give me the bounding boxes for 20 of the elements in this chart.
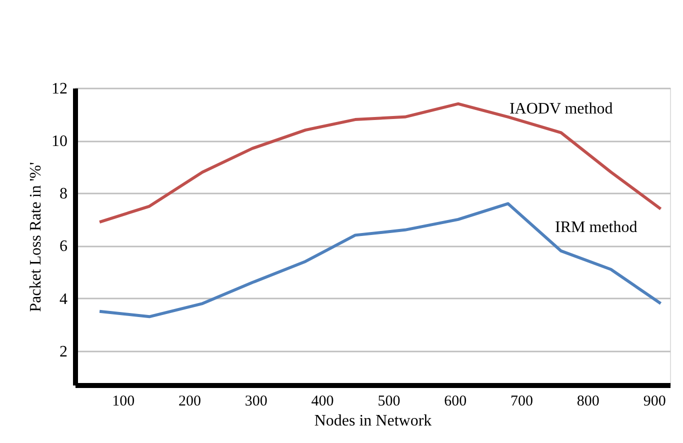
y-tick-label: 10 — [52, 133, 68, 150]
x-tick-label: 900 — [643, 394, 666, 410]
line-series — [98, 202, 662, 318]
y-axis-title: Packet Loss Rate in '%' — [28, 162, 44, 312]
x-tick-label: 600 — [444, 394, 467, 410]
x-tick-label: 800 — [576, 394, 600, 410]
y-tick-label: 8 — [60, 186, 68, 203]
x-tick-label: 500 — [378, 394, 400, 410]
y-tick-label: 12 — [52, 80, 68, 98]
y-tick-label: 4 — [60, 290, 68, 308]
series-label: IRM method — [554, 218, 638, 236]
x-tick-label: 400 — [311, 394, 334, 410]
x-tick-label: 200 — [178, 394, 201, 410]
x-tick-label: 700 — [510, 394, 533, 410]
series-label: IAODV method — [509, 100, 613, 118]
x-tick-label: 100 — [112, 394, 135, 410]
y-tick-label: 6 — [60, 238, 68, 256]
x-tick-label: 300 — [244, 394, 268, 410]
x-axis-title: Nodes in Network — [314, 412, 432, 430]
y-tick-label: 2 — [60, 343, 68, 360]
